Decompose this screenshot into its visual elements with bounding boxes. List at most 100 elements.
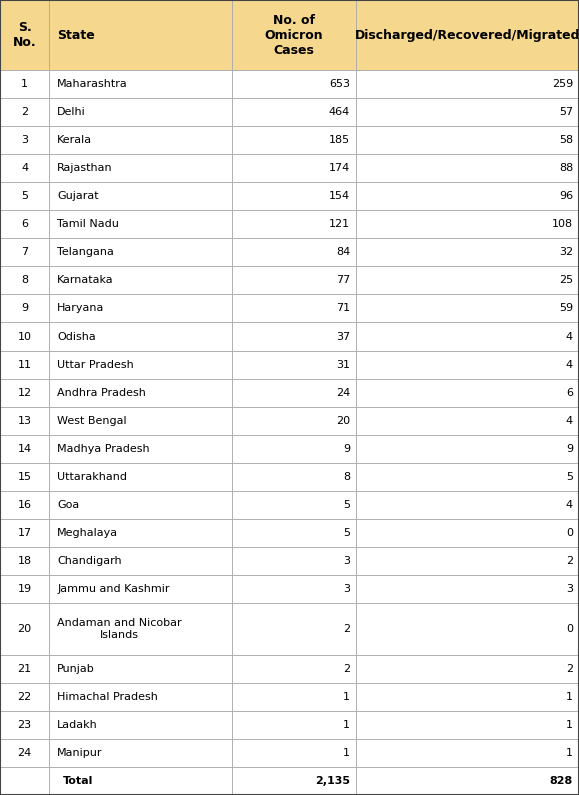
Bar <box>0 378 49 406</box>
Bar <box>232 351 356 378</box>
Text: 16: 16 <box>17 500 32 510</box>
Bar <box>232 655 356 683</box>
Text: 19: 19 <box>17 584 32 594</box>
Bar <box>0 98 49 126</box>
Text: Andhra Pradesh: Andhra Pradesh <box>57 388 146 398</box>
Text: 9: 9 <box>21 304 28 313</box>
Text: 9: 9 <box>566 444 573 454</box>
Text: 11: 11 <box>17 359 32 370</box>
Bar <box>49 323 232 351</box>
Text: 2: 2 <box>343 664 350 674</box>
Bar <box>0 182 49 211</box>
Bar <box>0 491 49 519</box>
Text: Discharged/Recovered/Migrated: Discharged/Recovered/Migrated <box>355 29 579 41</box>
Bar <box>356 463 579 491</box>
Text: 24: 24 <box>336 388 350 398</box>
Bar <box>356 98 579 126</box>
Text: Himachal Pradesh: Himachal Pradesh <box>57 692 158 702</box>
Text: 121: 121 <box>329 219 350 229</box>
Bar <box>49 266 232 294</box>
Text: Uttarakhand: Uttarakhand <box>57 471 127 482</box>
Bar <box>232 575 356 603</box>
Bar <box>232 491 356 519</box>
Text: 2: 2 <box>566 556 573 566</box>
Text: 37: 37 <box>336 332 350 342</box>
Bar <box>49 711 232 739</box>
Bar <box>232 406 356 435</box>
Text: Kerala: Kerala <box>57 135 92 145</box>
Bar <box>49 547 232 575</box>
Bar <box>49 154 232 182</box>
Text: Odisha: Odisha <box>57 332 96 342</box>
Bar <box>0 70 49 98</box>
Bar <box>0 406 49 435</box>
Text: 3: 3 <box>343 556 350 566</box>
Bar <box>49 519 232 547</box>
Bar <box>356 655 579 683</box>
Bar <box>232 266 356 294</box>
Text: 22: 22 <box>17 692 32 702</box>
Text: Manipur: Manipur <box>57 748 102 758</box>
Bar <box>356 711 579 739</box>
Bar <box>0 463 49 491</box>
Text: 2: 2 <box>566 664 573 674</box>
Text: 4: 4 <box>566 332 573 342</box>
Bar <box>0 575 49 603</box>
Bar <box>232 683 356 711</box>
Text: 18: 18 <box>17 556 32 566</box>
Bar <box>0 767 49 795</box>
Text: No. of
Omicron
Cases: No. of Omicron Cases <box>265 14 323 56</box>
Text: Ladakh: Ladakh <box>57 720 98 730</box>
Text: 2: 2 <box>21 107 28 117</box>
Bar <box>0 739 49 767</box>
Text: Andaman and Nicobar
Islands: Andaman and Nicobar Islands <box>57 618 182 640</box>
Text: 653: 653 <box>329 80 350 89</box>
Bar <box>356 739 579 767</box>
Text: 6: 6 <box>21 219 28 229</box>
Text: Jammu and Kashmir: Jammu and Kashmir <box>57 584 170 594</box>
Text: 5: 5 <box>21 192 28 201</box>
Text: 20: 20 <box>336 416 350 425</box>
Text: Chandigarh: Chandigarh <box>57 556 122 566</box>
Text: 2: 2 <box>343 624 350 634</box>
Text: 32: 32 <box>559 247 573 258</box>
Bar <box>232 547 356 575</box>
Bar <box>232 0 356 70</box>
Text: 23: 23 <box>17 720 32 730</box>
Text: 4: 4 <box>566 500 573 510</box>
Text: 0: 0 <box>566 624 573 634</box>
Text: 25: 25 <box>559 275 573 285</box>
Bar <box>49 683 232 711</box>
Bar <box>232 294 356 323</box>
Text: 3: 3 <box>343 584 350 594</box>
Text: 8: 8 <box>21 275 28 285</box>
Text: 0: 0 <box>566 528 573 537</box>
Bar <box>232 323 356 351</box>
Bar <box>49 603 232 655</box>
Text: 8: 8 <box>343 471 350 482</box>
Bar <box>0 603 49 655</box>
Text: 58: 58 <box>559 135 573 145</box>
Text: 77: 77 <box>336 275 350 285</box>
Bar <box>232 182 356 211</box>
Text: Karnataka: Karnataka <box>57 275 114 285</box>
Text: Madhya Pradesh: Madhya Pradesh <box>57 444 150 454</box>
Bar <box>49 126 232 154</box>
Bar <box>232 603 356 655</box>
Bar <box>49 435 232 463</box>
Text: 59: 59 <box>559 304 573 313</box>
Bar <box>0 547 49 575</box>
Text: 17: 17 <box>17 528 32 537</box>
Bar <box>0 323 49 351</box>
Text: 3: 3 <box>21 135 28 145</box>
Bar <box>232 711 356 739</box>
Text: 3: 3 <box>566 584 573 594</box>
Bar <box>49 351 232 378</box>
Text: 2,135: 2,135 <box>315 776 350 786</box>
Text: 4: 4 <box>566 359 573 370</box>
Bar <box>356 351 579 378</box>
Text: Tamil Nadu: Tamil Nadu <box>57 219 119 229</box>
Text: 259: 259 <box>552 80 573 89</box>
Bar <box>356 683 579 711</box>
Text: 174: 174 <box>329 163 350 173</box>
